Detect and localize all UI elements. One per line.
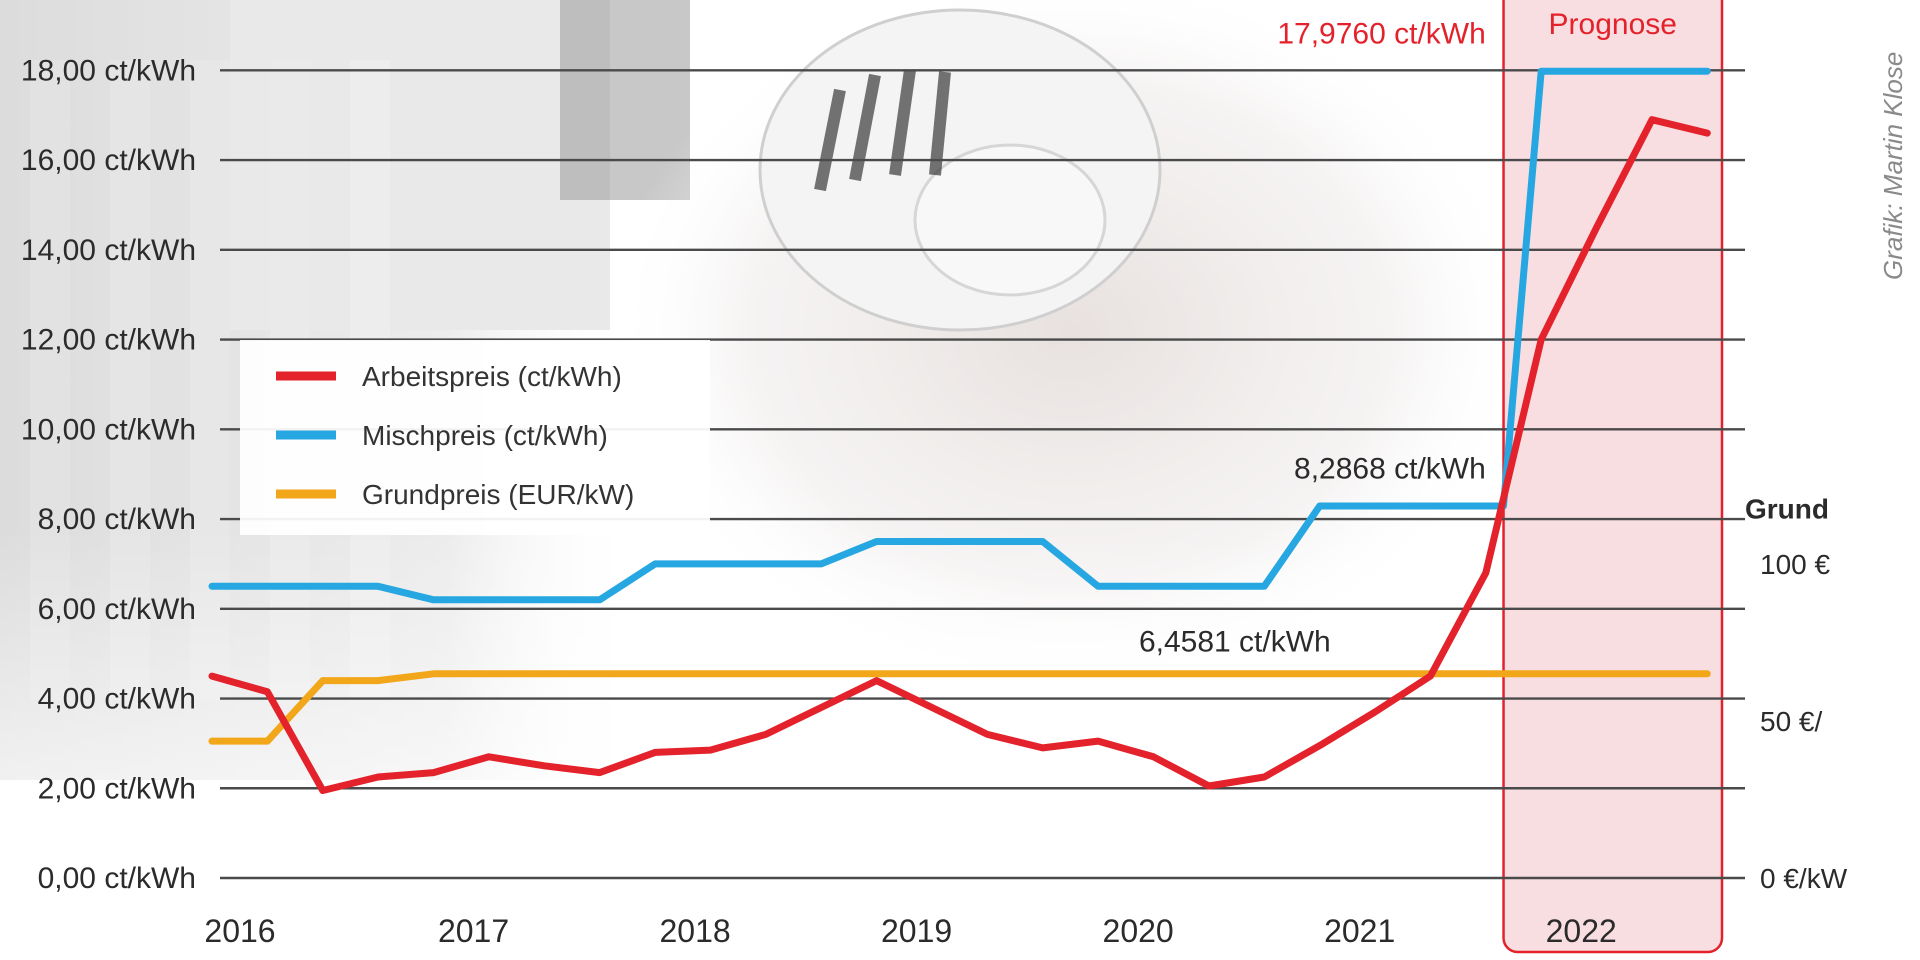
y-tick-label: 16,00 ct/kWh: [21, 144, 196, 177]
y-tick-label: 18,00 ct/kWh: [21, 54, 196, 87]
right-axis-title: Grund: [1745, 494, 1829, 525]
legend: Arbeitspreis (ct/kWh) Mischpreis (ct/kWh)…: [240, 340, 710, 535]
series-line-1: [208, 67, 1711, 604]
y-axis-ticks: 0,00 ct/kWh 2,00 ct/kWh 4,00 ct/kWh 6,00 ct…: [21, 54, 196, 895]
y-tick-label: 12,00 ct/kWh: [21, 324, 196, 357]
y-tick-label: 4,00 ct/kWh: [38, 683, 196, 716]
annotation-label: 8,2868 ct/kWh: [1294, 453, 1486, 486]
y-tick-label: 0,00 ct/kWh: [38, 862, 196, 895]
y-tick-label: 8,00 ct/kWh: [38, 503, 196, 536]
x-axis-ticks: 2016 2017 2018 2019 2020 2021 2022: [204, 913, 1616, 949]
y-tick-label: 14,00 ct/kWh: [21, 234, 196, 267]
series-line-0: [208, 116, 1711, 794]
y-tick-label: 6,00 ct/kWh: [38, 593, 196, 626]
value-annotations: 17,9760 ct/kWh 8,2868 ct/kWh 6,4581 ct/kWh: [1139, 17, 1486, 658]
right-axis-label: 50 €/: [1760, 706, 1822, 737]
right-axis: Grund 100 € 50 €/ 0 €/kW: [1745, 494, 1848, 894]
forecast-region: Prognose: [1502, 0, 1724, 954]
credit-text: Grafik: Martin Klose: [1878, 52, 1908, 280]
x-tick-label: 2016: [204, 913, 275, 949]
x-tick-label: 2021: [1324, 913, 1395, 949]
x-tick-label: 2018: [659, 913, 730, 949]
x-tick-label: 2022: [1546, 913, 1617, 949]
x-tick-label: 2020: [1103, 913, 1174, 949]
x-tick-label: 2019: [881, 913, 952, 949]
series-line-2: [208, 670, 1711, 745]
annotation-label: 17,9760 ct/kWh: [1277, 17, 1485, 50]
legend-label-0: Arbeitspreis (ct/kWh): [362, 361, 622, 392]
right-axis-label: 0 €/kW: [1760, 863, 1848, 894]
series-lines: [208, 67, 1711, 794]
y-tick-label: 10,00 ct/kWh: [21, 413, 196, 446]
forecast-label: Prognose: [1549, 8, 1677, 41]
legend-label-1: Mischpreis (ct/kWh): [362, 420, 608, 451]
x-tick-label: 2017: [438, 913, 509, 949]
y-tick-label: 2,00 ct/kWh: [38, 772, 196, 805]
annotation-label: 6,4581 ct/kWh: [1139, 625, 1331, 658]
right-axis-label: 100 €: [1760, 549, 1830, 580]
legend-label-2: Grundpreis (EUR/kW): [362, 479, 634, 510]
